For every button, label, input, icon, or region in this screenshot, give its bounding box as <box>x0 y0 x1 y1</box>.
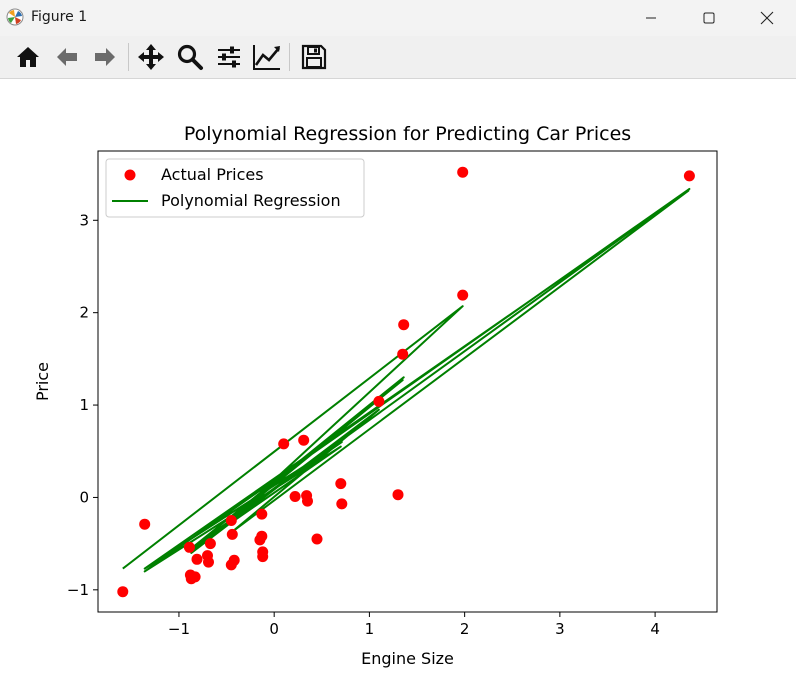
x-tick-label: 0 <box>269 620 279 638</box>
scatter-point <box>191 553 203 565</box>
toolbar-separator <box>128 43 129 71</box>
scatter-point <box>683 170 695 182</box>
scatter-point <box>257 551 269 563</box>
scatter-point <box>289 491 301 502</box>
figure-canvas[interactable]: Polynomial Regression for Predicting Car… <box>0 79 796 677</box>
save-button[interactable] <box>298 41 330 73</box>
maximize-icon <box>703 12 715 24</box>
x-tick-label: 4 <box>650 620 660 638</box>
scatter-point <box>302 495 313 507</box>
scatter-point <box>256 530 268 542</box>
scatter-point <box>278 438 290 450</box>
scatter-point <box>226 528 238 540</box>
axes-frame <box>97 150 718 613</box>
scatter-point <box>298 434 310 446</box>
x-tick-label: −1 <box>168 620 190 638</box>
scatter-point <box>139 518 151 530</box>
scatter-point <box>203 556 214 568</box>
y-tick-label: 2 <box>79 304 89 322</box>
configure-subplots-icon <box>218 46 240 68</box>
y-tick-label: 3 <box>79 211 89 229</box>
scatter-point <box>397 348 409 360</box>
chart-title: Polynomial Regression for Predicting Car… <box>184 123 631 145</box>
edit-axis-button[interactable] <box>251 41 283 73</box>
y-tick-label: −1 <box>67 581 89 599</box>
scatter-point <box>183 541 195 553</box>
legend-box <box>105 158 365 218</box>
scatter-point <box>392 489 404 501</box>
y-tick-label: 1 <box>79 396 89 414</box>
edit-axis-icon <box>253 45 280 70</box>
scatter-point <box>457 289 469 301</box>
zoom-button[interactable] <box>174 41 206 73</box>
back-button[interactable] <box>51 41 83 73</box>
minimize-button[interactable] <box>622 0 680 36</box>
home-icon <box>17 47 39 67</box>
maximize-button[interactable] <box>680 0 738 36</box>
scatter-point <box>228 554 240 566</box>
legend-label-actual: Actual Prices <box>161 165 264 184</box>
toolbar-separator <box>289 43 290 71</box>
y-tick-label: 0 <box>79 488 89 506</box>
minimize-icon <box>646 17 656 19</box>
close-icon <box>760 11 774 25</box>
scatter-point <box>256 508 268 520</box>
navigation-toolbar <box>0 36 796 79</box>
legend-label-regression: Polynomial Regression <box>161 191 341 210</box>
save-floppy-icon <box>301 44 327 70</box>
x-tick-label: 1 <box>365 620 375 638</box>
y-axis-label: Price <box>33 362 52 401</box>
x-tick-label: 2 <box>460 620 470 638</box>
chart-svg: Polynomial Regression for Predicting Car… <box>33 123 718 668</box>
x-axis-label: Engine Size <box>361 649 454 668</box>
scatter-point <box>336 498 348 510</box>
pan-button[interactable] <box>135 41 167 73</box>
zoom-magnifier-icon <box>177 44 203 70</box>
matplotlib-app-icon <box>6 8 24 26</box>
window-title: Figure 1 <box>31 9 88 25</box>
scatter-point <box>335 478 347 490</box>
forward-arrow-icon <box>95 48 115 66</box>
scatter-point <box>117 586 129 598</box>
scatter-point <box>373 395 385 407</box>
forward-button[interactable] <box>89 41 121 73</box>
configure-subplots-button[interactable] <box>213 41 245 73</box>
home-button[interactable] <box>12 41 44 73</box>
scatter-point <box>311 533 323 545</box>
pan-move-icon <box>138 44 164 70</box>
window-titlebar: Figure 1 <box>0 0 796 36</box>
scatter-point <box>189 571 201 583</box>
x-tick-label: 3 <box>555 620 565 638</box>
scatter-point <box>225 515 237 526</box>
close-button[interactable] <box>738 0 796 36</box>
regression-line <box>122 187 691 573</box>
legend-marker-actual <box>124 169 136 181</box>
scatter-point <box>204 538 216 550</box>
scatter-point <box>457 166 469 178</box>
scatter-point <box>398 319 410 331</box>
back-arrow-icon <box>57 48 77 66</box>
